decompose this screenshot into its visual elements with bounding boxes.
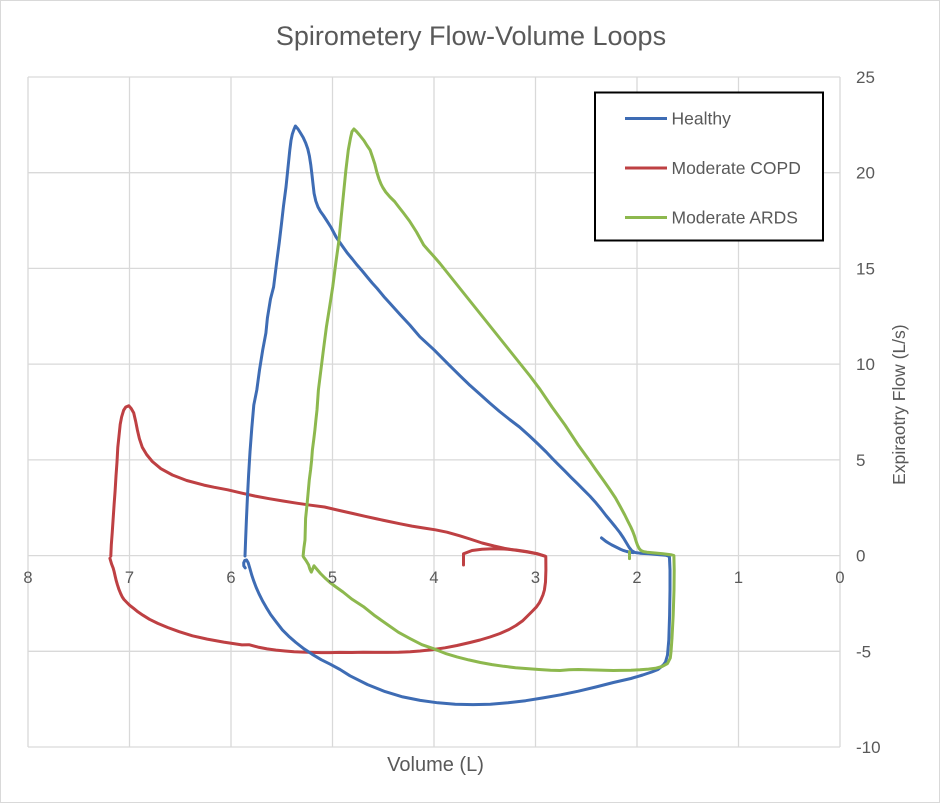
svg-text:Moderate ARDS: Moderate ARDS bbox=[672, 208, 798, 228]
svg-text:10: 10 bbox=[856, 355, 875, 374]
svg-text:7: 7 bbox=[125, 569, 134, 587]
svg-text:-10: -10 bbox=[856, 738, 881, 757]
svg-text:3: 3 bbox=[531, 569, 540, 587]
svg-text:5: 5 bbox=[856, 451, 865, 470]
svg-text:20: 20 bbox=[856, 164, 875, 183]
svg-text:4: 4 bbox=[429, 569, 438, 587]
svg-text:5: 5 bbox=[328, 569, 337, 587]
svg-text:Spirometery Flow-Volume Loops: Spirometery Flow-Volume Loops bbox=[276, 21, 666, 51]
svg-text:Moderate COPD: Moderate COPD bbox=[672, 158, 801, 178]
svg-text:0: 0 bbox=[835, 569, 844, 587]
svg-text:-5: -5 bbox=[856, 642, 871, 661]
svg-text:0: 0 bbox=[856, 547, 865, 566]
svg-text:Volume (L): Volume (L) bbox=[387, 754, 484, 776]
svg-text:2: 2 bbox=[632, 569, 641, 587]
svg-text:Healthy: Healthy bbox=[672, 109, 732, 129]
svg-text:25: 25 bbox=[856, 68, 875, 87]
svg-text:15: 15 bbox=[856, 259, 875, 278]
svg-text:1: 1 bbox=[734, 569, 743, 587]
svg-text:8: 8 bbox=[23, 569, 32, 587]
svg-text:6: 6 bbox=[226, 569, 235, 587]
svg-text:Expiraotry Flow (L/s): Expiraotry Flow (L/s) bbox=[889, 324, 909, 484]
